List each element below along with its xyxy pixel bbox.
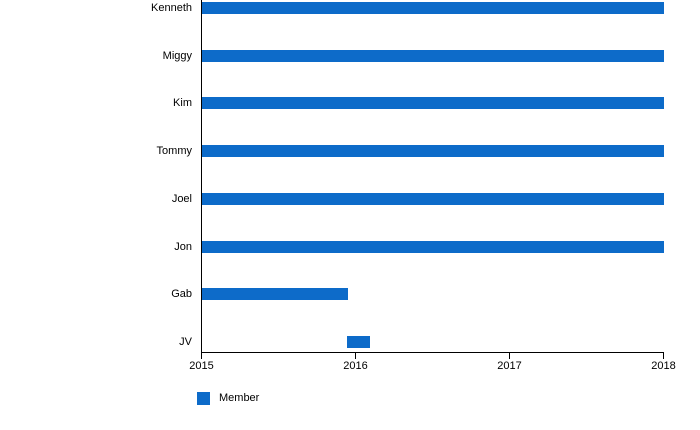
- x-axis-label-2016: 2016: [343, 360, 368, 372]
- x-axis-tick-2016: [354, 352, 357, 359]
- y-axis-label-miggy: Miggy: [162, 49, 192, 62]
- x-axis-tick-2017: [508, 352, 511, 359]
- x-axis-label-2017: 2017: [497, 360, 522, 372]
- plot-area: [201, 0, 664, 353]
- y-axis-label-tommy: Tommy: [156, 145, 192, 158]
- bar-kenneth[interactable]: [202, 2, 664, 14]
- x-axis-tick-2018: [662, 352, 665, 359]
- bar-kim[interactable]: [202, 97, 664, 110]
- bar-tommy[interactable]: [202, 145, 664, 158]
- bar-miggy[interactable]: [202, 49, 664, 62]
- bar-jon[interactable]: [202, 240, 664, 253]
- bar-joel[interactable]: [202, 192, 664, 205]
- bar-gab[interactable]: [202, 288, 349, 301]
- y-axis-label-jon: Jon: [174, 240, 192, 253]
- legend: Member: [197, 392, 259, 405]
- x-axis-tick-2015: [200, 352, 203, 359]
- y-axis-label-gab: Gab: [171, 288, 192, 301]
- y-axis-label-kim: Kim: [173, 97, 192, 110]
- bars-layer: [202, 0, 664, 352]
- y-axis-label-jv: JV: [179, 336, 192, 348]
- x-axis-label-2018: 2018: [651, 360, 676, 372]
- x-axis-label-2015: 2015: [189, 360, 214, 372]
- y-axis-label-joel: Joel: [171, 192, 192, 205]
- legend-label-member: Member: [219, 392, 260, 404]
- y-axis-label-kenneth: Kenneth: [151, 2, 192, 14]
- bar-jv[interactable]: [346, 336, 370, 348]
- legend-swatch-member: [197, 392, 210, 405]
